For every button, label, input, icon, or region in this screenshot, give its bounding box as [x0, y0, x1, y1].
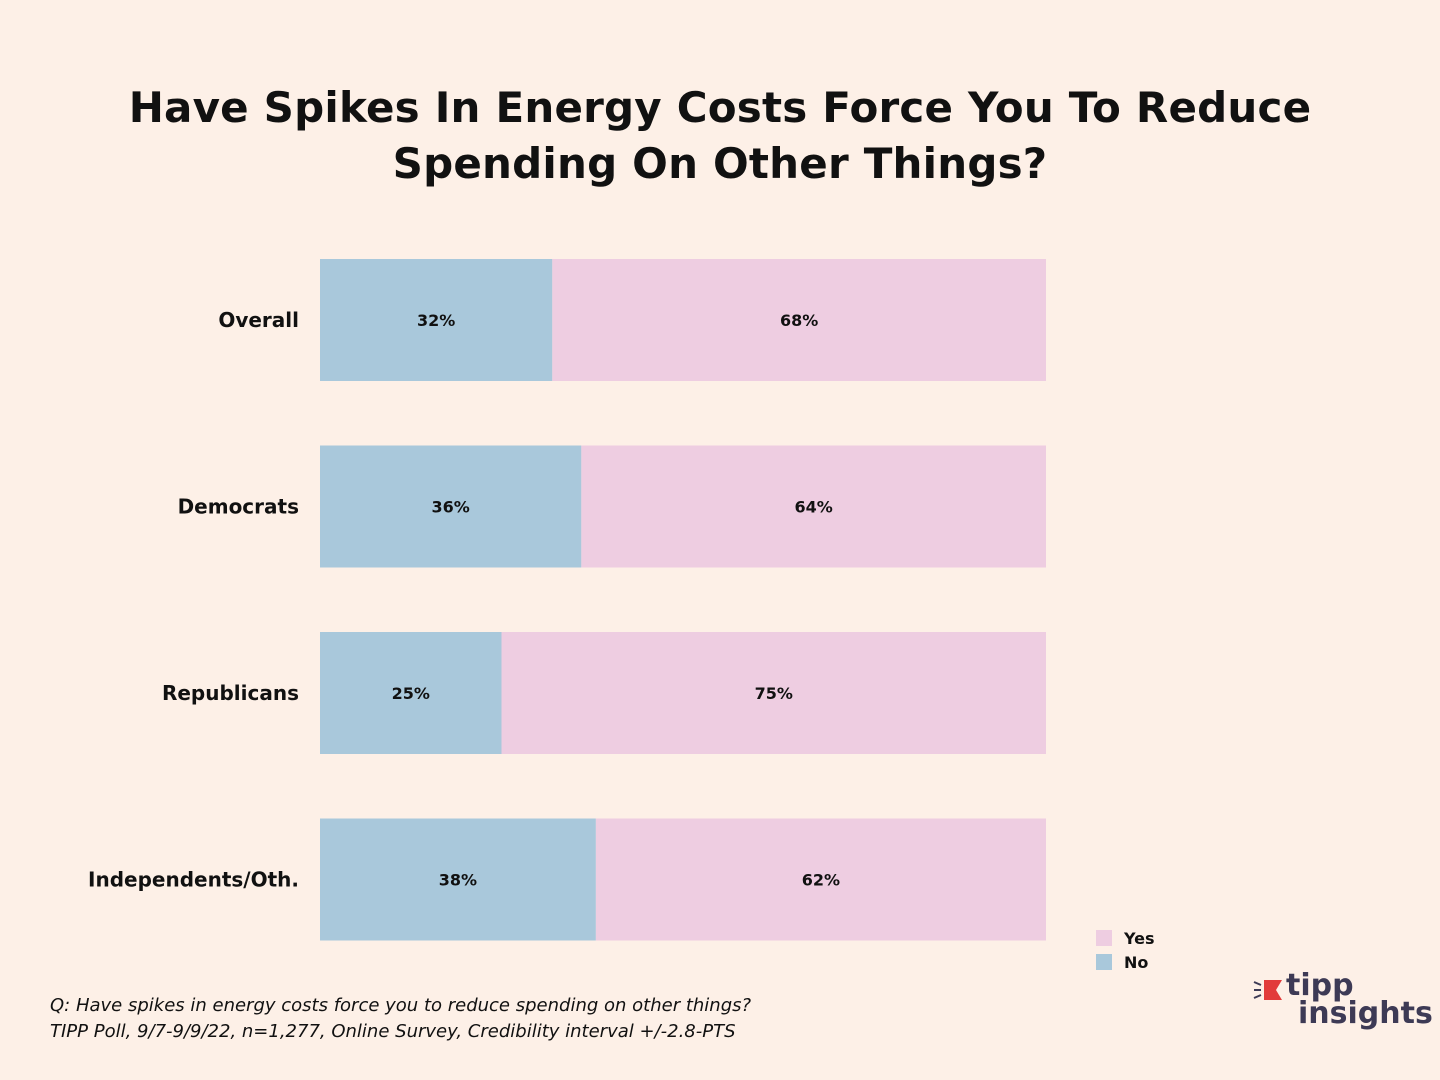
chart-title-line1: Have Spikes In Energy Costs Force You To… [128, 83, 1312, 132]
bar-no-independents-oth [320, 818, 596, 941]
data-label-yes-independents-oth: 62% [802, 871, 840, 890]
data-label-yes-democrats: 64% [795, 498, 833, 517]
category-label-democrats: Democrats [178, 495, 299, 519]
chart-title-line2: Spending On Other Things? [392, 139, 1048, 188]
legend-swatch-yes [1096, 930, 1112, 946]
legend: Yes No [1096, 926, 1155, 974]
bar-yes-democrats [581, 445, 1046, 568]
data-label-no-independents-oth: 38% [439, 871, 477, 890]
chart-title: Have Spikes In Energy Costs Force You To… [0, 80, 1440, 192]
bar-yes-republicans [501, 632, 1046, 754]
category-label-republicans: Republicans [162, 681, 299, 705]
footnote: Q: Have spikes in energy costs force you… [50, 993, 751, 1045]
data-label-yes-republicans: 75% [755, 684, 793, 703]
data-label-no-republicans: 25% [392, 684, 430, 703]
footnote-question: Q: Have spikes in energy costs force you… [50, 995, 752, 1016]
logo-word-insights: insights [1298, 996, 1433, 1031]
category-label-independents-oth: Independents/Oth. [88, 868, 299, 892]
legend-label-no: No [1124, 952, 1149, 972]
bar-yes-independents-oth [595, 818, 1046, 941]
category-label-overall: Overall [218, 308, 299, 332]
logo-speaker-icon [1253, 980, 1282, 1000]
footnote-source: TIPP Poll, 9/7-9/9/22, n=1,277, Online S… [50, 1021, 736, 1042]
bar-no-republicans [320, 632, 502, 754]
bar-no-democrats [320, 445, 582, 568]
bar-yes-overall [552, 259, 1046, 381]
legend-item-no: No [1096, 950, 1155, 974]
data-label-no-overall: 32% [417, 311, 455, 330]
legend-swatch-no [1096, 954, 1112, 970]
data-label-no-democrats: 36% [432, 498, 470, 517]
legend-label-yes: Yes [1124, 928, 1155, 948]
data-label-yes-overall: 68% [780, 311, 818, 330]
legend-item-yes: Yes [1096, 926, 1155, 950]
tipp-insights-logo: tipp insights [1252, 968, 1433, 1032]
logo-word-tipp: tipp [1286, 968, 1354, 1003]
bar-no-overall [320, 259, 553, 381]
